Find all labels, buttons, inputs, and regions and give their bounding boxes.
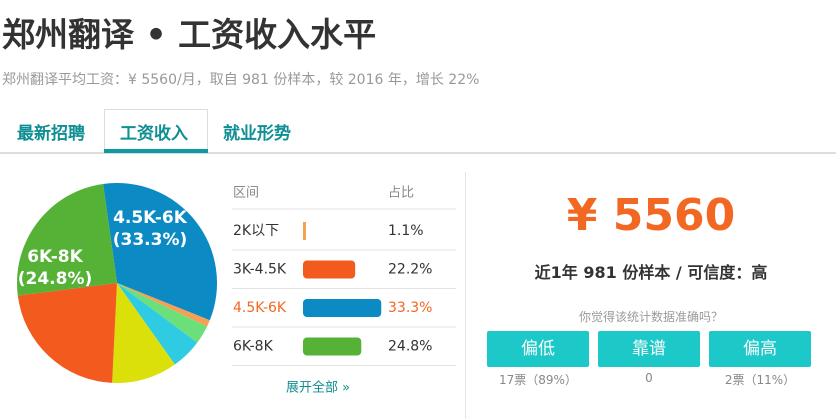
vote-button[interactable]: 靠谱: [598, 331, 700, 367]
pie-slice: [17, 283, 118, 383]
pie-slice: [117, 283, 210, 327]
salary-note: 近1年 981 份样本 / 可信度：高: [534, 263, 768, 282]
share-label: 33.3%: [388, 300, 432, 316]
tab[interactable]: 就业形势: [223, 124, 291, 144]
expand-link[interactable]: 展开全部 »: [286, 380, 350, 396]
slice-label: 6K-8K: [27, 247, 83, 267]
vote-count: 0: [645, 371, 653, 385]
pie-slice: [103, 183, 218, 321]
tab-rule: [0, 152, 836, 154]
vote-button[interactable]: 偏低: [487, 331, 589, 367]
active-tab-underline: [104, 149, 208, 153]
vote-count: 17票（89%）: [499, 373, 577, 387]
range-label: 6K-8K: [233, 339, 274, 355]
range-label: 4.5K-6K: [233, 300, 287, 316]
vote-button[interactable]: 偏高: [709, 331, 811, 367]
share-label: 1.1%: [388, 223, 424, 239]
table-header: 区间: [233, 186, 259, 201]
slice-label: 4.5K-6K: [113, 208, 188, 228]
table-header: 占比: [388, 186, 414, 201]
pie-slice: [117, 283, 198, 365]
page-title: 郑州翻译 • 工资收入水平: [2, 15, 377, 54]
subtitle: 郑州翻译平均工资：¥ 5560/月，取自 981 份样本，较 2016 年，增长…: [2, 72, 480, 88]
share-bar: [303, 337, 362, 356]
share-label: 22.2%: [388, 262, 432, 278]
share-label: 24.8%: [388, 339, 432, 355]
active-tab-box: [104, 109, 208, 152]
panel-divider: [465, 172, 466, 419]
share-bar: [303, 222, 306, 240]
pie-slice: [112, 283, 175, 383]
slice-percent: (24.8%): [18, 269, 93, 289]
tab[interactable]: 最新招聘: [17, 124, 85, 144]
salary-amount: ¥ 5560: [566, 190, 736, 241]
pie-slice: [117, 283, 208, 343]
tab[interactable]: 工资收入: [120, 124, 188, 144]
vote-count: 2票（11%）: [724, 373, 796, 387]
range-label: 2K以下: [233, 223, 279, 239]
pie-slice: [16, 183, 117, 296]
slice-percent: (33.3%): [113, 230, 188, 250]
share-bar: [303, 299, 382, 317]
range-label: 3K-4.5K: [233, 262, 287, 278]
question: 你觉得该统计数据准确吗？: [578, 310, 723, 324]
share-bar: [303, 260, 356, 279]
